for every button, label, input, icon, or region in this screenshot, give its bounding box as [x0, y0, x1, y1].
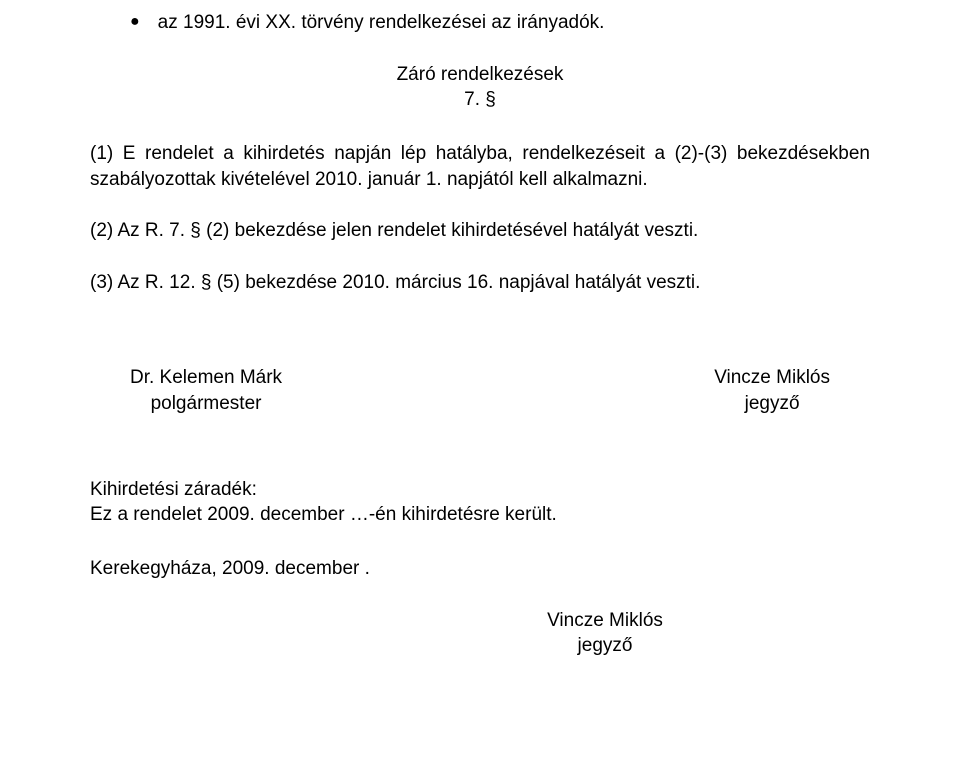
closing-block: Kihirdetési záradék: Ez a rendelet 2009.… [90, 477, 870, 528]
signature-right-name: Vincze Miklós [714, 365, 830, 391]
final-signature-title: jegyző [340, 633, 870, 659]
signature-left: Dr. Kelemen Márk polgármester [130, 365, 282, 416]
signature-right: Vincze Miklós jegyző [714, 365, 830, 416]
signature-left-title: polgármester [130, 391, 282, 417]
bullet-marker-icon: ● [130, 10, 140, 34]
signature-left-name: Dr. Kelemen Márk [130, 365, 282, 391]
heading-line-2: 7. § [90, 87, 870, 113]
heading-line-1: Záró rendelkezések [90, 62, 870, 88]
paragraph-1: (1) E rendelet a kihirdetés napján lép h… [90, 141, 870, 192]
signature-right-title: jegyző [714, 391, 830, 417]
bullet-text: az 1991. évi XX. törvény rendelkezései a… [158, 10, 605, 36]
final-signature: Vincze Miklós jegyző [90, 608, 870, 659]
closing-line-2: Ez a rendelet 2009. december …-én kihird… [90, 502, 870, 528]
signature-row: Dr. Kelemen Márk polgármester Vincze Mik… [90, 365, 870, 416]
place-date: Kerekegyháza, 2009. december . [90, 556, 870, 582]
section-heading: Záró rendelkezések 7. § [90, 62, 870, 113]
paragraph-2: (2) Az R. 7. § (2) bekezdése jelen rende… [90, 218, 870, 244]
paragraph-3: (3) Az R. 12. § (5) bekezdése 2010. márc… [90, 270, 870, 296]
closing-line-1: Kihirdetési záradék: [90, 477, 870, 503]
final-signature-name: Vincze Miklós [340, 608, 870, 634]
document-page: ● az 1991. évi XX. törvény rendelkezései… [0, 0, 960, 659]
bullet-item: ● az 1991. évi XX. törvény rendelkezései… [130, 10, 870, 36]
